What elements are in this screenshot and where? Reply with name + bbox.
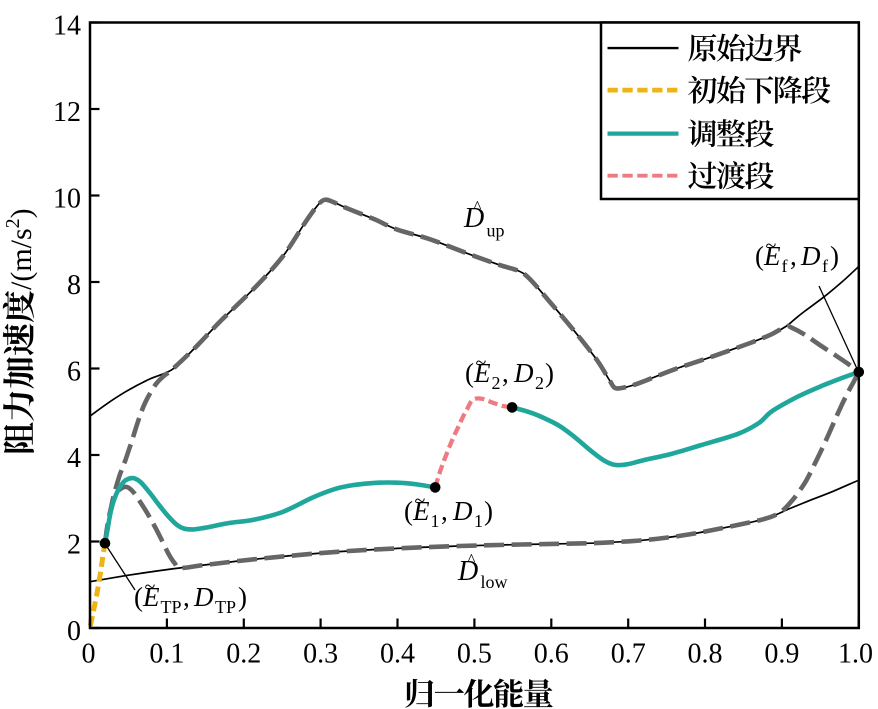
svg-text:,: , bbox=[441, 496, 448, 526]
svg-text:D: D bbox=[800, 241, 821, 271]
svg-text:): ) bbox=[238, 582, 247, 612]
svg-text:0.4: 0.4 bbox=[380, 639, 415, 670]
svg-text:0.2: 0.2 bbox=[226, 639, 261, 670]
svg-text:~: ~ bbox=[145, 576, 156, 598]
svg-text:~: ~ bbox=[415, 490, 426, 512]
svg-text:D: D bbox=[193, 582, 214, 612]
svg-text:0.3: 0.3 bbox=[303, 639, 338, 670]
svg-text:0.6: 0.6 bbox=[534, 639, 569, 670]
svg-text:): ) bbox=[484, 496, 493, 526]
svg-text:(: ( bbox=[134, 582, 143, 612]
svg-text:E: E bbox=[763, 241, 781, 271]
svg-text:0.5: 0.5 bbox=[457, 639, 492, 670]
svg-text:E: E bbox=[412, 496, 430, 526]
svg-text:14: 14 bbox=[53, 11, 81, 42]
svg-text:): ) bbox=[545, 358, 554, 388]
svg-text:): ) bbox=[830, 241, 839, 271]
svg-text:^: ^ bbox=[473, 197, 481, 216]
svg-text:0: 0 bbox=[82, 639, 96, 670]
svg-text:TP: TP bbox=[161, 597, 182, 617]
svg-text:0: 0 bbox=[67, 616, 81, 647]
svg-text:2: 2 bbox=[67, 530, 81, 561]
svg-text:12: 12 bbox=[53, 97, 81, 128]
svg-text:~: ~ bbox=[766, 235, 777, 257]
svg-text:D: D bbox=[457, 556, 478, 587]
svg-text:(: ( bbox=[404, 496, 413, 526]
svg-text:2: 2 bbox=[492, 373, 501, 393]
svg-text:,: , bbox=[183, 582, 190, 612]
svg-text:4: 4 bbox=[67, 443, 81, 474]
svg-text:1: 1 bbox=[431, 511, 440, 531]
svg-text:(: ( bbox=[465, 358, 474, 388]
svg-text:0.1: 0.1 bbox=[149, 639, 184, 670]
svg-text:low: low bbox=[481, 572, 508, 592]
svg-text:1: 1 bbox=[474, 511, 483, 531]
svg-text:f: f bbox=[822, 256, 828, 276]
svg-text:D: D bbox=[452, 496, 473, 526]
svg-text:8: 8 bbox=[67, 270, 81, 301]
svg-text:10: 10 bbox=[53, 184, 81, 215]
svg-text:D: D bbox=[463, 203, 484, 234]
svg-text:,: , bbox=[502, 358, 509, 388]
svg-text:0.9: 0.9 bbox=[764, 639, 799, 670]
svg-text:1.0: 1.0 bbox=[838, 639, 873, 670]
svg-text:~: ~ bbox=[476, 352, 487, 374]
svg-text:0.7: 0.7 bbox=[611, 639, 646, 670]
svg-text:TP: TP bbox=[215, 597, 236, 617]
svg-text:E: E bbox=[473, 358, 491, 388]
svg-text:up: up bbox=[487, 221, 505, 241]
svg-text:f: f bbox=[782, 256, 788, 276]
svg-text:E: E bbox=[142, 582, 160, 612]
svg-text:^: ^ bbox=[467, 550, 475, 569]
svg-text:6: 6 bbox=[67, 357, 81, 388]
svg-text:,: , bbox=[790, 241, 797, 271]
svg-text:(: ( bbox=[755, 241, 764, 271]
svg-text:2: 2 bbox=[535, 373, 544, 393]
svg-text:0.8: 0.8 bbox=[688, 639, 723, 670]
svg-text:D: D bbox=[513, 358, 534, 388]
